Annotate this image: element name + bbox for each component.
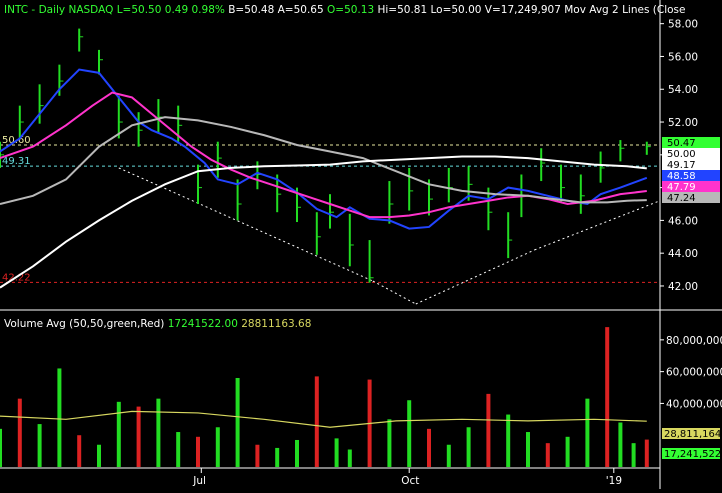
price-axis-label: 46.00 (668, 215, 698, 227)
volume-value-2: 28811163.68 (241, 318, 311, 330)
volume-value-tag (662, 448, 720, 459)
bid: B=50.48 (228, 4, 274, 16)
volume-study-label: Volume Avg (50,50,green,Red) (4, 318, 164, 330)
price-axis-label: 58.00 (668, 19, 698, 31)
volume-bar (176, 432, 181, 467)
price-value-tag (662, 159, 720, 170)
volume-bar (387, 419, 392, 467)
volume-axis-label: 40,000,000 (666, 398, 722, 410)
reference-line-label: 49.31 (2, 156, 31, 167)
price-value-tag (662, 192, 720, 203)
change-pct: 0.98% (192, 4, 225, 16)
volume-bar (235, 377, 240, 467)
moving-average-line (0, 68, 648, 230)
volume: V=17,249,907 (485, 4, 561, 16)
volume-value-tag-text: 28,811,164 (664, 429, 721, 440)
volume-bar (37, 424, 42, 467)
volume-bar (215, 427, 220, 467)
axes: 58.0056.0054.0052.0050.0048.0046.0044.00… (192, 19, 722, 487)
volume-axis-label: 80,000,000 (666, 335, 722, 347)
volume-bar (295, 439, 299, 467)
price-axis-label: 42.00 (668, 281, 698, 293)
price-axis-label: 56.00 (668, 51, 698, 63)
volume-bar (466, 427, 471, 467)
volume-bar (97, 444, 101, 467)
volume-bar (136, 406, 141, 467)
price-axis-label: 44.00 (668, 248, 698, 260)
volume-bar (526, 432, 530, 467)
volume-bar (17, 398, 22, 467)
low: Lo=50.00 (430, 4, 481, 16)
price-value-tag-text: 47.24 (667, 193, 696, 204)
volume-pane (0, 327, 649, 467)
volume-bar (585, 398, 590, 467)
header-text: INTC - Daily NASDAQ L=50.50 0.49 0.98% B… (4, 4, 685, 330)
price-value-tag (662, 137, 720, 148)
volume-bar (347, 449, 352, 467)
volume-value-tag-text: 17,241,522 (664, 449, 721, 460)
change: 0.49 (165, 4, 188, 16)
price-value-tag-text: 47.79 (667, 182, 696, 193)
trend-line (118, 167, 374, 282)
last-price: L=50.50 (117, 4, 162, 16)
price-value-tag (662, 148, 720, 159)
moving-average-line (0, 116, 647, 205)
volume-axis-label: 60,000,000 (666, 367, 722, 379)
volume-bar (644, 439, 649, 467)
volume-bar (0, 428, 2, 467)
volume-bar (275, 447, 280, 467)
ask: A=50.65 (278, 4, 324, 16)
trend-line (534, 200, 661, 251)
header-line: INTC - Daily NASDAQ L=50.50 0.49 0.98% B… (4, 4, 685, 16)
volume-bar (314, 376, 319, 467)
volume-bar (427, 428, 431, 467)
volume-bar (618, 422, 623, 467)
price-value-tag-text: 50.47 (667, 138, 696, 149)
price-value-tag (662, 181, 720, 192)
volume-bar (57, 368, 62, 467)
exchange: NASDAQ (68, 4, 113, 16)
period: Daily (39, 4, 66, 16)
volume-value-tag (662, 428, 720, 439)
volume-bar (446, 444, 451, 467)
trend-line (372, 280, 417, 305)
price-value-tag-text: 49.17 (667, 160, 696, 171)
price-axis-label: 52.00 (668, 117, 698, 129)
volume-bar (196, 436, 200, 467)
volume-bar (565, 436, 570, 467)
time-axis-label: Jul (192, 475, 206, 487)
volume-bar (77, 435, 82, 467)
volume-bar (255, 444, 260, 467)
volume-bar (605, 327, 610, 467)
high: Hi=50.81 (377, 4, 427, 16)
volume-bar (631, 443, 636, 467)
volume-header: Volume Avg (50,50,green,Red) 17241522.00… (4, 318, 311, 330)
price-axis-label: 54.00 (668, 84, 698, 96)
symbol: INTC (4, 4, 28, 16)
time-axis-label: '19 (606, 475, 622, 487)
volume-bar (545, 443, 550, 467)
study-label: Mov Avg 2 Lines (Close (564, 4, 685, 16)
average-volume-line (0, 410, 647, 428)
volume-bar (407, 400, 412, 467)
time-axis-label: Oct (401, 475, 419, 487)
price-value-tag (662, 170, 720, 181)
price-value-tag-text: 48.58 (667, 171, 696, 182)
moving-average-line (0, 155, 647, 289)
volume-bar (506, 414, 511, 467)
volume-bar (156, 398, 161, 467)
open: O=50.13 (327, 4, 374, 16)
volume-bar (334, 438, 339, 467)
volume-bar (486, 393, 491, 467)
volume-value-1: 17241522.00 (168, 318, 238, 330)
trend-line (415, 249, 535, 305)
price-value-tag-text: 50.00 (667, 149, 696, 160)
volume-bar (116, 401, 121, 467)
